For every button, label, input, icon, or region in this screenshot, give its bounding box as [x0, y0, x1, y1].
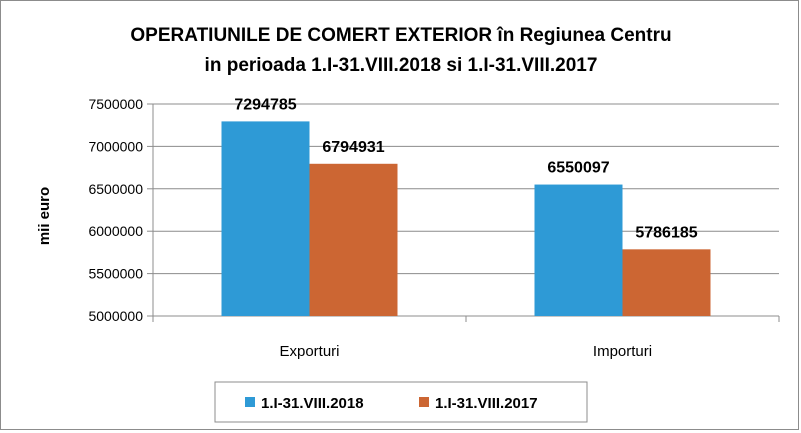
- data-label: 7294785: [234, 96, 296, 113]
- y-tick-label: 5000000: [88, 308, 143, 324]
- legend-swatch: [245, 397, 255, 407]
- axes: 5000000 5500000 6000000 6500000 7000000 75000…: [88, 96, 780, 360]
- legend-entry: 1.I-31.VIII.2017: [435, 395, 538, 412]
- chart-title-line1: OPERATIUNILE DE COMERT EXTERIOR în Regiu…: [130, 25, 671, 46]
- y-tick-label: 5500000: [88, 266, 143, 282]
- category-label-importuri: Importuri: [593, 343, 652, 360]
- y-tick-label: 6000000: [88, 223, 143, 239]
- data-label: 6794931: [322, 139, 384, 156]
- legend-entry: 1.I-31.VIII.2018: [261, 395, 364, 412]
- bar-importuri-series-1: [622, 249, 711, 316]
- y-tick-label: 6500000: [88, 181, 143, 197]
- data-label: 6550097: [547, 160, 609, 177]
- y-tick-label: 7500000: [88, 96, 143, 112]
- legend-box: [214, 381, 588, 423]
- chart-title-line2: in perioada 1.I-31.VIII.2018 si 1.I-31.V…: [205, 55, 598, 76]
- legend: 1.I-31.VIII.2018 1.I-31.VIII.2017: [214, 381, 588, 423]
- legend-swatch: [419, 397, 429, 407]
- category-label-exporturi: Exporturi: [279, 343, 339, 360]
- bar-importuri-series-0: [534, 184, 623, 316]
- y-tick-label: 7000000: [88, 138, 143, 154]
- y-axis-label: mii euro: [36, 187, 53, 245]
- bars: [221, 121, 711, 317]
- data-labels: 7294785 6794931 6550097 5786185: [234, 96, 697, 241]
- bar-exporturi-series-0: [221, 121, 310, 317]
- data-label: 5786185: [635, 224, 697, 241]
- bar-exporturi-series-1: [309, 163, 398, 316]
